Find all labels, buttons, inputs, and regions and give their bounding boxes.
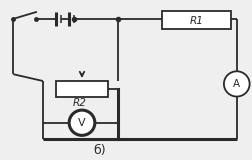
Text: A: A [233,79,240,89]
Text: б): б) [93,144,106,157]
Text: V: V [78,118,86,128]
Text: R2: R2 [73,98,87,108]
Circle shape [69,110,95,135]
Circle shape [224,71,250,96]
Text: R1: R1 [189,16,203,26]
Bar [162,11,231,29]
Bar [56,81,108,96]
